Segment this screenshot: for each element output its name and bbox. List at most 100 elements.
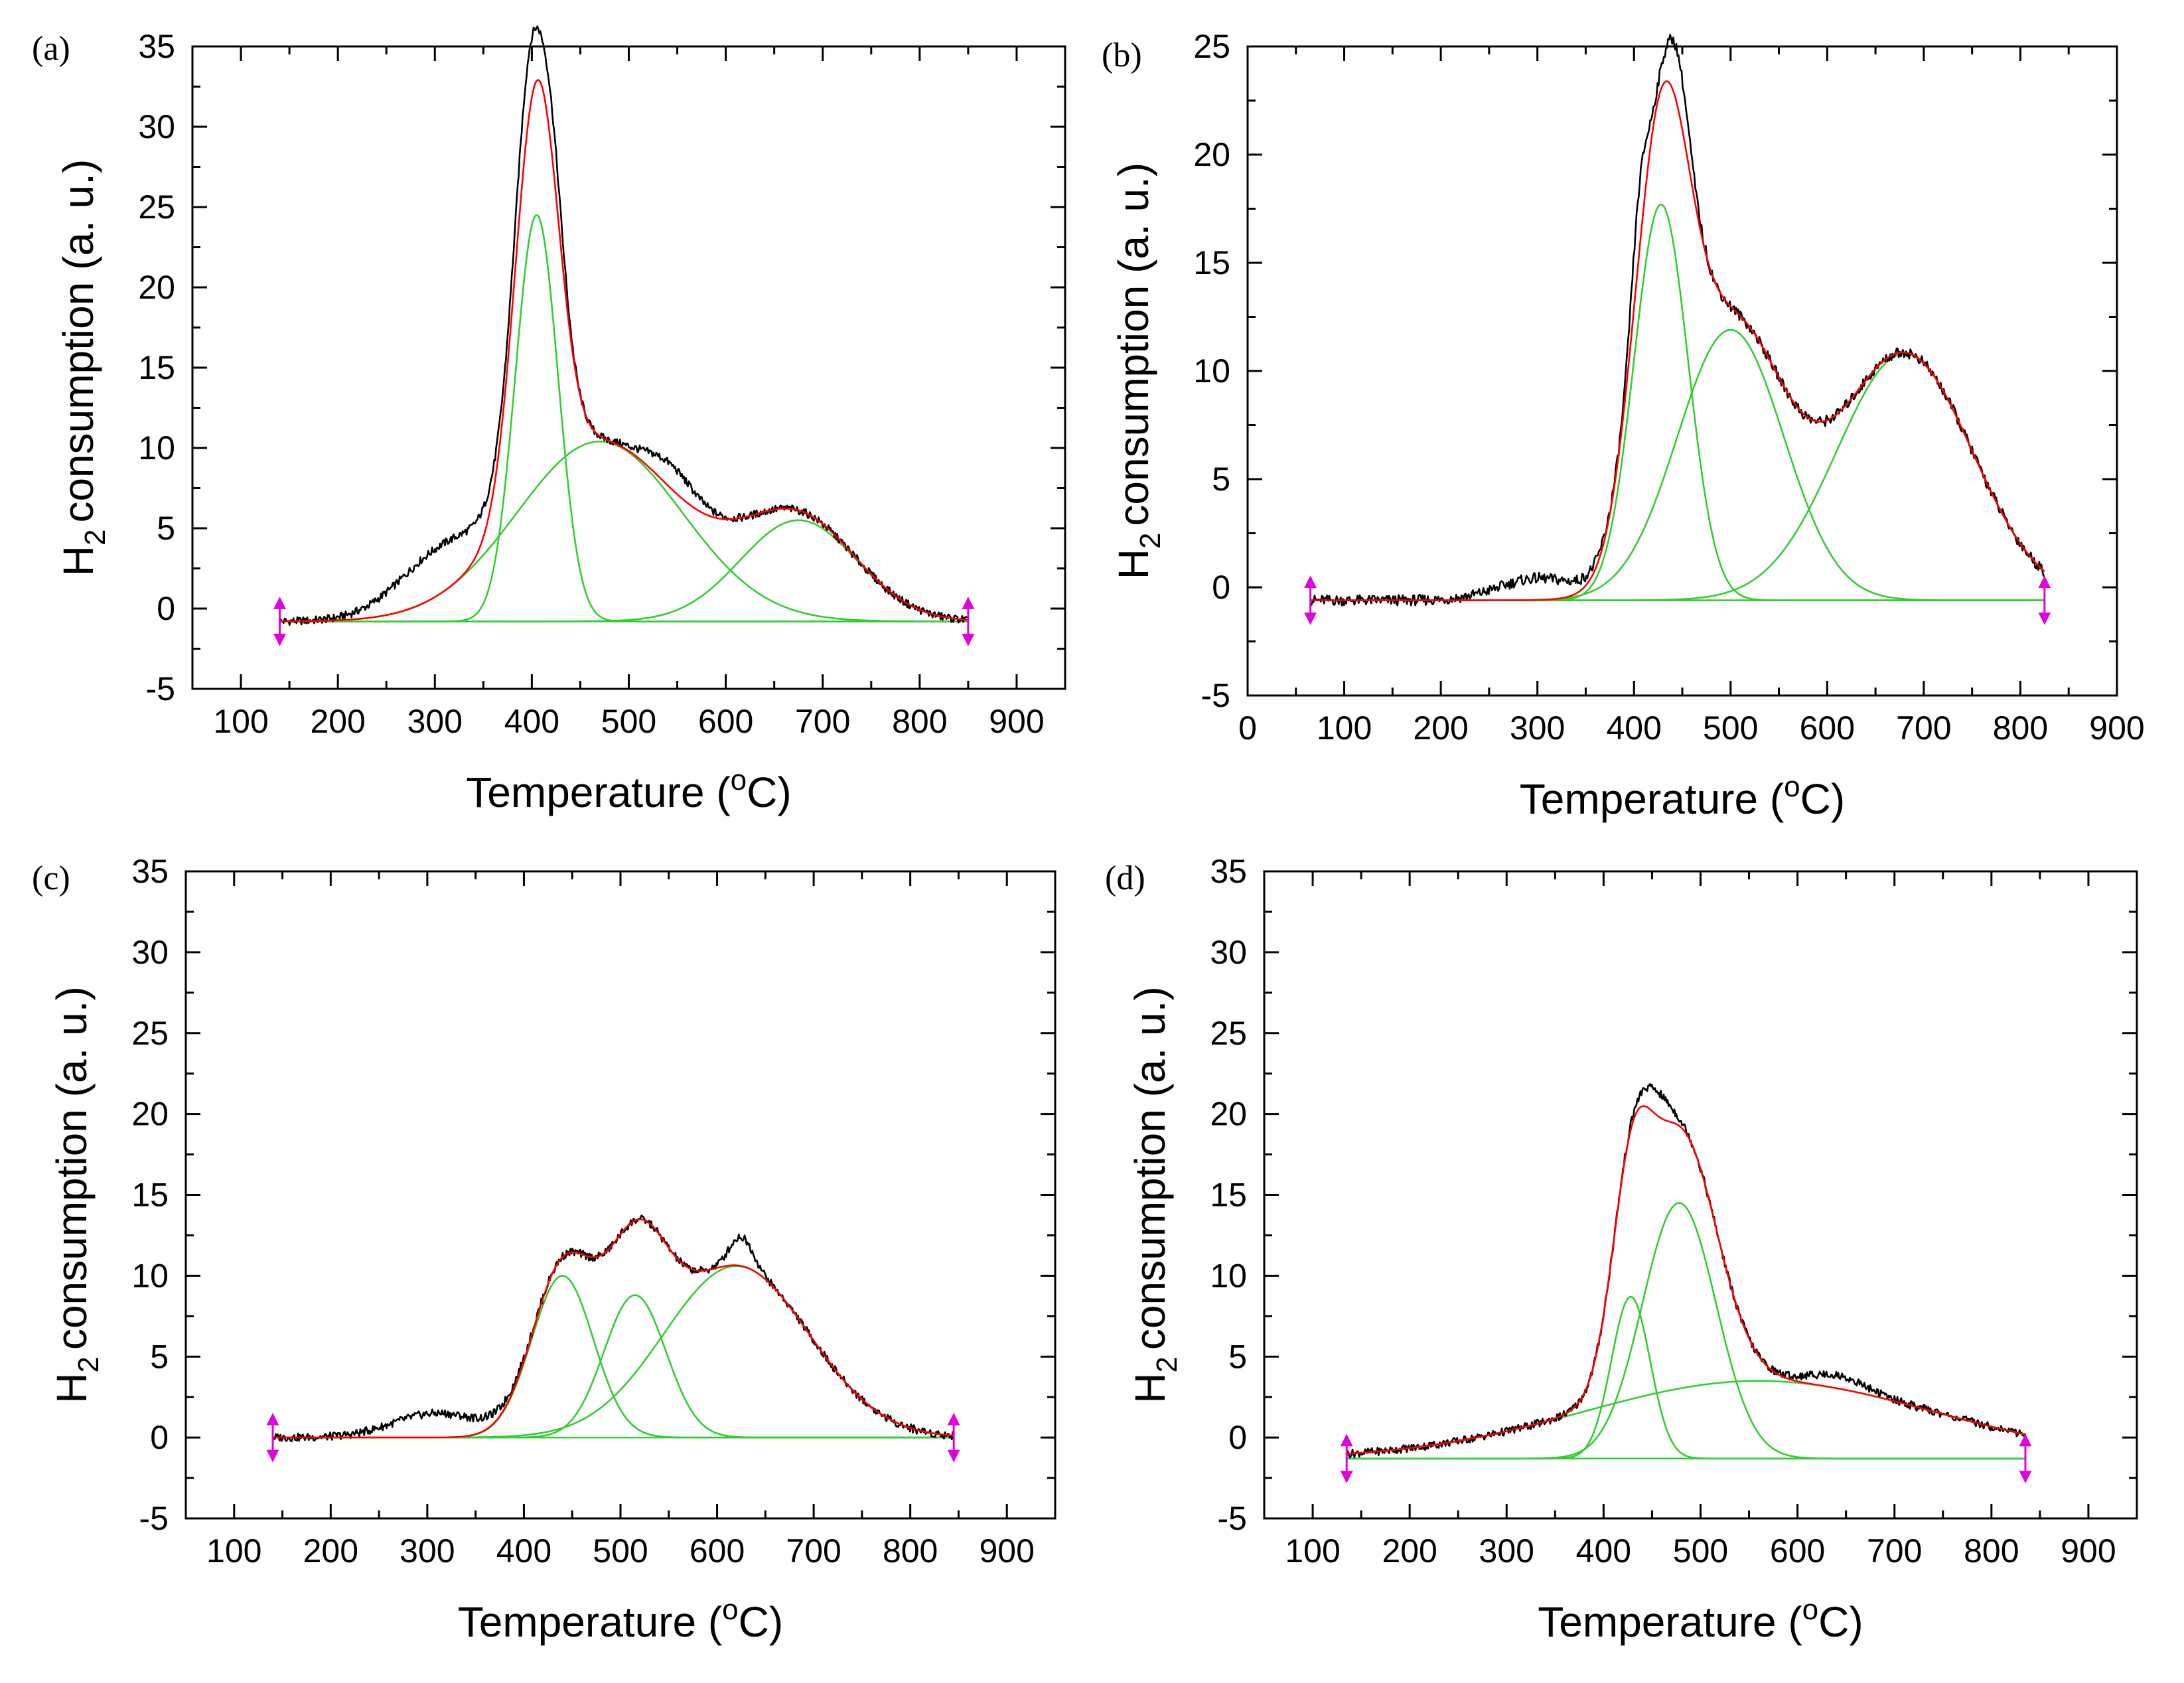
y-tick-label: 15 xyxy=(138,349,175,386)
x-tick-label: 500 xyxy=(601,703,656,740)
fit-component-1 xyxy=(1310,203,2045,601)
x-tick-label: 900 xyxy=(2089,709,2144,747)
fit-component-1 xyxy=(1347,1295,2025,1460)
y-tick-label: 10 xyxy=(1193,352,1230,390)
fit-sum-curve xyxy=(279,79,968,622)
marker-arrow-down xyxy=(273,633,286,646)
marker-arrow-up xyxy=(2038,575,2051,589)
x-tick-label: 800 xyxy=(1993,709,2048,747)
marker-arrow-down xyxy=(1340,1471,1353,1484)
panel-label: (b) xyxy=(1102,37,1142,74)
marker-arrow-up xyxy=(1340,1433,1353,1447)
x-tick-label: 500 xyxy=(1703,709,1758,747)
x-tick-label: 800 xyxy=(892,703,947,740)
x-tick-label: 900 xyxy=(2061,1532,2116,1570)
fit-component-1 xyxy=(273,1275,954,1439)
x-tick-label: 400 xyxy=(496,1532,551,1570)
x-tick-label: 100 xyxy=(1317,709,1372,747)
y-axis-label: H2consumption (a. u.) xyxy=(54,159,111,577)
fit-component-3 xyxy=(273,1265,954,1439)
y-axis-label: H2consumption (a. u.) xyxy=(48,986,105,1404)
x-tick-label: 300 xyxy=(400,1532,455,1570)
y-tick-label: 0 xyxy=(1228,1419,1247,1456)
marker-arrow-down xyxy=(947,1449,960,1463)
fit-component-2 xyxy=(273,1294,954,1439)
x-tick-label: 700 xyxy=(795,703,850,740)
y-tick-label: 5 xyxy=(1228,1338,1247,1375)
x-tick-label: 600 xyxy=(690,1532,745,1570)
panel-label: (d) xyxy=(1105,859,1145,897)
chart-panel-a: (a) 100 200 300 400 500 600 700 800 900 -5 0 5 10 15 20… xyxy=(32,25,1066,816)
fit-sum-curve xyxy=(1347,1105,2026,1455)
y-axis-label: H2consumption (a. u.) xyxy=(1126,986,1183,1404)
x-tick-label: 200 xyxy=(1413,709,1468,747)
y-tick-label: -5 xyxy=(1201,677,1230,714)
x-tick-label: 100 xyxy=(213,703,268,740)
marker-arrow-up xyxy=(947,1412,960,1426)
chart-panel-d: (d) 100 200 300 400 500 600 700 800 900 -5 0 5 10 15 20… xyxy=(1105,853,2138,1646)
marker-arrow-up xyxy=(273,597,286,609)
y-tick-label: 10 xyxy=(1210,1257,1247,1294)
fit-component-2 xyxy=(1347,1202,2025,1460)
marker-arrow-up xyxy=(1304,575,1317,589)
y-tick-label: 20 xyxy=(1210,1096,1247,1133)
y-tick-label: 5 xyxy=(150,1338,169,1375)
x-tick-label: 900 xyxy=(989,703,1044,740)
x-tick-label: 700 xyxy=(1896,709,1951,747)
marker-arrow-up xyxy=(962,597,975,609)
x-tick-label: 800 xyxy=(1964,1532,2019,1570)
x-tick-label: 500 xyxy=(1673,1532,1728,1570)
y-tick-label: 25 xyxy=(1193,28,1230,65)
y-tick-label: 5 xyxy=(1212,461,1230,498)
x-axis-label: Temperature (oC) xyxy=(466,764,791,816)
y-tick-label: 30 xyxy=(138,108,175,145)
y-tick-label: 15 xyxy=(1210,1177,1247,1214)
x-tick-label: 500 xyxy=(593,1532,648,1570)
y-tick-label: 25 xyxy=(131,1015,169,1052)
panel-label: (a) xyxy=(32,30,70,68)
y-tick-label: 35 xyxy=(131,853,169,890)
fit-component-2 xyxy=(1310,329,2045,601)
x-tick-label: 100 xyxy=(1285,1532,1340,1570)
x-axis-label: Temperature (oC) xyxy=(1520,770,1845,823)
chart-panel-c: (c) 100 200 300 400 500 600 700 800 900 -5 0 5 10 15 20… xyxy=(32,853,1056,1646)
x-tick-label: 300 xyxy=(1479,1532,1534,1570)
x-tick-label: 600 xyxy=(1800,709,1855,747)
y-tick-label: 30 xyxy=(1210,934,1247,971)
x-tick-label: 0 xyxy=(1238,709,1257,747)
fit-component-3 xyxy=(1310,352,2045,601)
measured-curve xyxy=(1345,1082,2027,1459)
marker-arrow-up xyxy=(2019,1433,2032,1447)
x-tick-label: 600 xyxy=(698,703,753,740)
x-tick-label: 300 xyxy=(407,703,463,740)
chart-panel-b: (b)0 100 200 300 400 500 600 700 800 900-50510152… xyxy=(1102,28,2145,823)
plot-frame xyxy=(1263,870,2138,1520)
x-tick-label: 400 xyxy=(1576,1532,1631,1570)
marker-arrow-down xyxy=(266,1449,279,1463)
panel-label: (c) xyxy=(32,859,70,897)
y-tick-label: 10 xyxy=(138,429,175,467)
plot-frame xyxy=(184,870,1056,1520)
y-tick-label: 20 xyxy=(131,1096,169,1133)
plot-frame xyxy=(191,45,1066,690)
y-tick-label: 0 xyxy=(157,590,175,627)
y-tick-label: 0 xyxy=(1212,569,1230,606)
x-tick-label: 400 xyxy=(504,703,559,740)
measured-curve xyxy=(279,25,969,626)
y-tick-label: 25 xyxy=(138,188,175,226)
y-tick-label: 10 xyxy=(131,1257,169,1294)
x-tick-label: 200 xyxy=(310,703,365,740)
y-tick-label: 20 xyxy=(138,269,175,306)
y-axis-label: H2consumption (a. u.) xyxy=(1110,163,1167,580)
y-tick-label: 35 xyxy=(138,28,175,65)
x-tick-label: 700 xyxy=(786,1532,841,1570)
marker-arrow-down xyxy=(2038,613,2051,625)
x-tick-label: 200 xyxy=(1382,1532,1437,1570)
x-tick-label: 900 xyxy=(980,1532,1035,1570)
measured-curve xyxy=(1310,33,2045,607)
y-tick-label: 30 xyxy=(131,934,169,971)
x-tick-label: 800 xyxy=(883,1532,938,1570)
marker-arrow-down xyxy=(2019,1471,2032,1484)
marker-arrow-down xyxy=(1304,613,1317,625)
x-axis-label: Temperature (oC) xyxy=(1538,1593,1863,1646)
